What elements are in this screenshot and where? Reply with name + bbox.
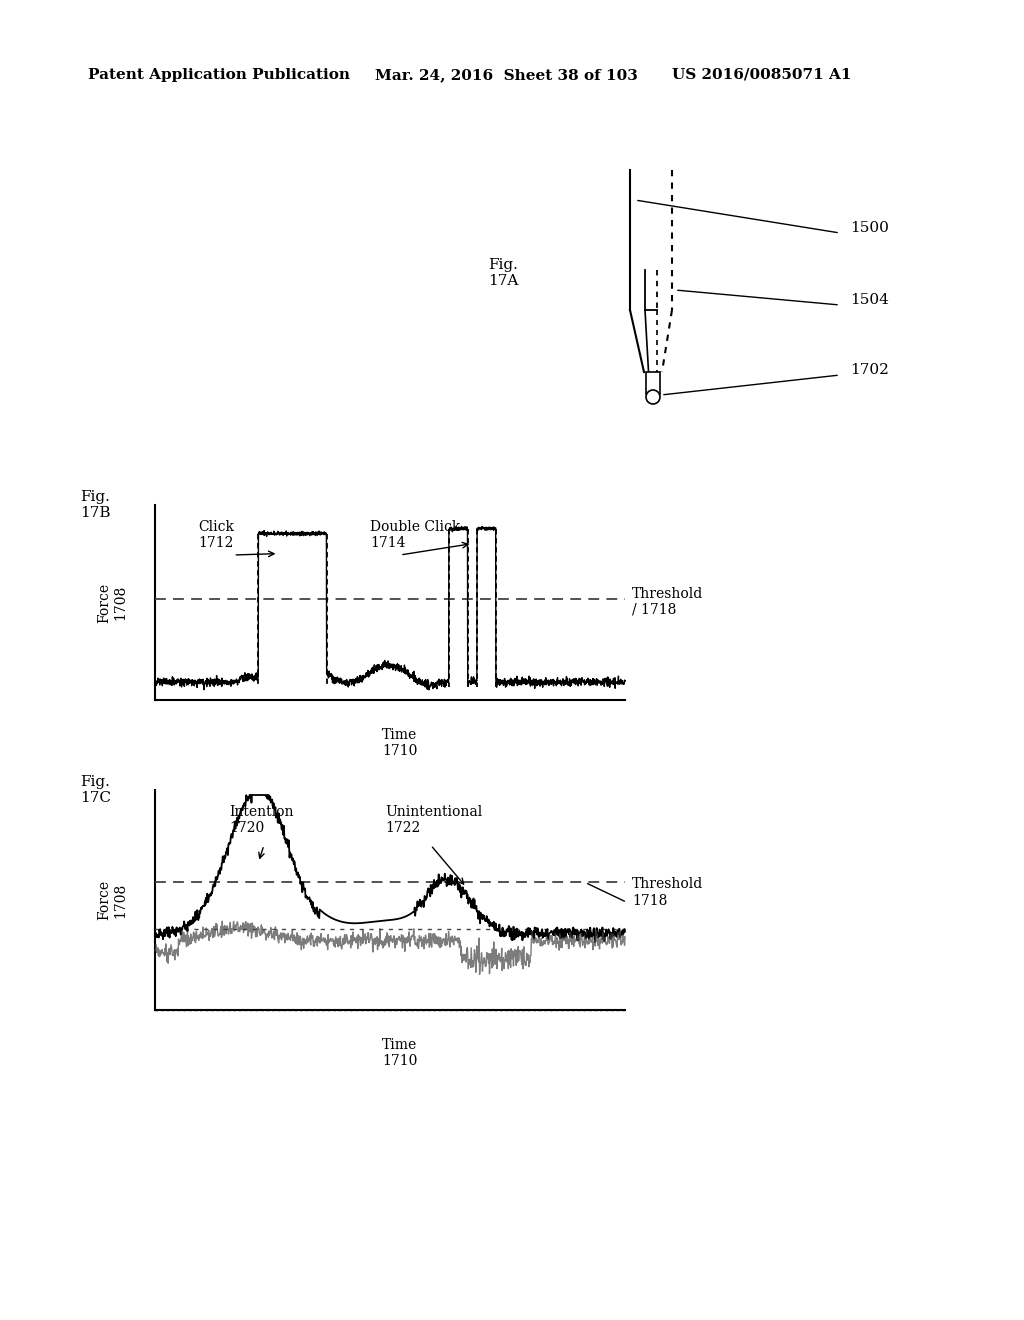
Text: Click
1712: Click 1712: [199, 520, 234, 550]
Text: Threshold
/ 1718: Threshold / 1718: [632, 586, 703, 616]
Text: Threshold
1718: Threshold 1718: [632, 878, 703, 908]
Text: Fig.
17A: Fig. 17A: [488, 257, 518, 288]
Text: 1500: 1500: [850, 220, 889, 235]
Text: Time
1710: Time 1710: [382, 729, 418, 758]
Text: US 2016/0085071 A1: US 2016/0085071 A1: [672, 69, 852, 82]
Text: 1504: 1504: [850, 293, 889, 308]
Text: Patent Application Publication: Patent Application Publication: [88, 69, 350, 82]
Text: Fig.
17B: Fig. 17B: [80, 490, 111, 520]
Text: Double Click
1714: Double Click 1714: [370, 520, 461, 550]
Text: Unintentional
1722: Unintentional 1722: [386, 805, 483, 836]
Text: 1702: 1702: [850, 363, 889, 378]
Text: Mar. 24, 2016  Sheet 38 of 103: Mar. 24, 2016 Sheet 38 of 103: [375, 69, 638, 82]
Bar: [646, 372, 660, 393]
Text: Force
1708: Force 1708: [97, 582, 127, 623]
Text: Intention
1720: Intention 1720: [229, 805, 294, 836]
Text: Force
1708: Force 1708: [97, 880, 127, 920]
Circle shape: [646, 389, 660, 404]
Text: Time
1710: Time 1710: [382, 1038, 418, 1068]
Text: Fig.
17C: Fig. 17C: [80, 775, 111, 805]
